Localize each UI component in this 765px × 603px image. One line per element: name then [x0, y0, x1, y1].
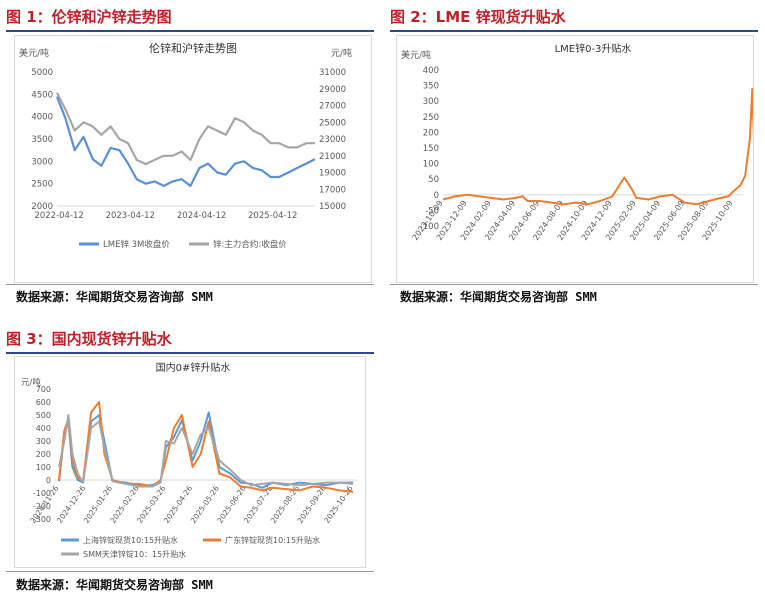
chart-3-box: 国内0#锌升贴水元/吨 700 600 500 400 300 200 100 0 -100 -20… [14, 356, 366, 568]
chart-1-xtick: 2022-04-12 [34, 211, 83, 221]
chart-2-box: LME锌0-3升贴水美元/吨 400 350 300 250 200 150 100 50 0 -5… [396, 35, 756, 283]
chart-3-ytick: 600 [36, 398, 51, 407]
chart-1-y2tick: 31000 [319, 68, 346, 78]
chart-1-xtick: 2025-04-12 [248, 211, 297, 221]
figure-1-source-rule [6, 284, 374, 285]
chart-1-svg: 伦锌和沪锌走势图 美元/吨 元/吨 5000 4500 4000 3500 3000 2500 2… [19, 41, 352, 250]
chart-2-ytick: 300 [423, 97, 439, 107]
figure-1-title: 图 1：伦锌和沪锌走势图 [6, 8, 172, 26]
chart-1-series-line-1 [56, 92, 315, 166]
chart-3-legend-label-2: SMM天津锌锭10：15升贴水 [83, 549, 186, 559]
chart-2-ytick: 50 [428, 175, 439, 185]
chart-1-ylabel: 美元/吨 [19, 47, 49, 59]
chart-1-ytick: 4000 [31, 113, 53, 123]
figure-3-source: 数据来源：华闻期货交易咨询部 SMM [16, 578, 213, 592]
chart-1-y2tick: 29000 [319, 85, 346, 95]
figure-1-source: 数据来源：华闻期货交易咨询部 SMM [16, 290, 213, 304]
chart-1-legend-label-0: LME锌 3M收盘价 [103, 239, 170, 250]
chart-2-ytick: 0 [434, 191, 439, 201]
chart-2-ylabel: 美元/吨 [401, 49, 431, 61]
chart-1-box: 伦锌和沪锌走势图 美元/吨 元/吨 5000 4500 4000 3500 3000 2500 2… [14, 35, 372, 283]
chart-3-ytick: -100 [33, 489, 51, 498]
figure-2-rule [390, 30, 758, 32]
chart-1-y2label: 元/吨 [331, 47, 352, 59]
chart-1-ytick: 3500 [31, 135, 53, 145]
chart-3-ytick: 0 [46, 476, 51, 485]
chart-1-y2tick: 25000 [319, 118, 346, 128]
chart-1-y2tick: 15000 [319, 202, 346, 212]
chart-3-ytick: 500 [36, 411, 51, 420]
chart-1-ytick: 2500 [31, 180, 53, 190]
chart-2-ytick: 350 [423, 82, 439, 92]
chart-1-series-line-0 [55, 96, 316, 187]
chart-3-ytick: 400 [36, 424, 51, 433]
chart-2-ytick: -100 [420, 222, 439, 232]
chart-2-ytick: 400 [423, 66, 439, 76]
chart-1-title: 伦锌和沪锌走势图 [149, 41, 237, 55]
chart-1-xtick: 2024-04-12 [177, 211, 226, 221]
chart-3-ytick: 100 [36, 463, 51, 472]
chart-3-legend-label-0: 上海锌锭现货10:15升贴水 [83, 535, 178, 545]
chart-3-ylabel: 元/吨 [21, 377, 41, 388]
chart-1-ytick: 4500 [31, 90, 53, 100]
chart-2-ytick: 250 [423, 113, 439, 123]
chart-2-ytick: -50 [425, 206, 439, 216]
chart-1-ytick: 3000 [31, 157, 53, 167]
chart-1-xtick: 2023-04-12 [106, 211, 155, 221]
chart-2-ytick: 200 [423, 128, 439, 138]
figure-1-rule [6, 30, 374, 32]
chart-2-ytick: 100 [423, 160, 439, 170]
chart-1-ytick: 2000 [31, 202, 53, 212]
chart-3-series-line-2 [58, 414, 354, 488]
chart-3-ytick: 300 [36, 437, 51, 446]
chart-1-y2tick: 19000 [319, 169, 346, 179]
chart-3-legend-label-1: 广东锌锭现货10:15升贴水 [225, 535, 320, 545]
chart-3-ytick: 200 [36, 450, 51, 459]
chart-1-ytick: 5000 [31, 68, 53, 78]
chart-1-y2tick: 21000 [319, 152, 346, 162]
figure-3-rule [6, 352, 374, 354]
figure-2-source-rule [390, 284, 758, 285]
figure-2-title: 图 2：LME 锌现货升贴水 [390, 8, 566, 26]
chart-2-series-line-0 [442, 87, 756, 206]
figure-3-title: 图 3：国内现货锌升贴水 [6, 330, 172, 348]
figure-3-source-rule [6, 571, 374, 572]
chart-1-legend-label-1: 锌:主力合约:收盘价 [213, 239, 287, 250]
chart-3-title: 国内0#锌升贴水 [156, 361, 231, 374]
chart-3-ytick: -200 [33, 502, 51, 511]
chart-3-series-line-1 [58, 401, 354, 493]
chart-3-ytick: -300 [33, 515, 51, 524]
chart-1-y2tick: 17000 [319, 185, 346, 195]
chart-1-y2tick: 27000 [319, 102, 346, 112]
chart-2-title: LME锌0-3升贴水 [555, 42, 632, 55]
chart-3-ytick: 700 [36, 385, 51, 394]
chart-2-ytick: 150 [423, 144, 439, 154]
figure-2-source: 数据来源：华闻期货交易咨询部 SMM [400, 290, 597, 304]
chart-1-y2tick: 23000 [319, 135, 346, 145]
